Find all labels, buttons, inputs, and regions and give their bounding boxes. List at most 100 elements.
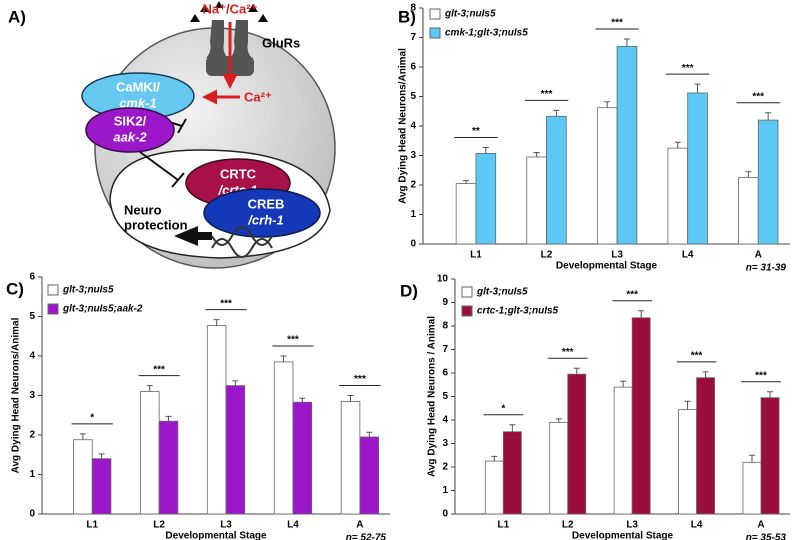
y-axis-title: Avg Dying Head Neurons / Animal <box>427 316 438 477</box>
panel-label: C) <box>6 279 24 298</box>
error-bar <box>347 395 354 402</box>
bar <box>549 421 569 515</box>
camk-name: CaMKI/ <box>116 79 160 94</box>
x-tick-label: L3 <box>220 520 232 531</box>
y-tick-label: 4 <box>410 121 416 132</box>
outcome-arrow <box>174 226 212 246</box>
bar <box>678 409 697 515</box>
bar <box>502 431 522 515</box>
error-bar <box>767 391 774 398</box>
bar <box>484 460 504 515</box>
error-bar <box>684 400 691 410</box>
error-bar <box>702 371 709 378</box>
error-bar <box>674 141 681 149</box>
channel <box>206 20 252 58</box>
note: n= 35-53 <box>746 533 787 540</box>
x-tick-label: L3 <box>626 520 638 531</box>
x-axis-title: Developmental Stage <box>165 531 267 540</box>
bar <box>158 420 179 515</box>
error-bar <box>745 171 752 178</box>
crtc-name: CRTC <box>220 166 257 181</box>
legend-label: glt-3;nuIs5 <box>476 287 528 298</box>
error-bar <box>533 152 540 157</box>
panel-label: D) <box>400 281 418 300</box>
error-bar <box>280 355 287 362</box>
error-bar <box>694 83 701 93</box>
legend-swatch <box>429 27 441 39</box>
bar <box>567 373 587 515</box>
x-tick-label: L2 <box>541 250 553 261</box>
bar <box>667 147 689 245</box>
creb-name: CREB <box>248 196 285 211</box>
bar <box>696 377 716 515</box>
legend-label: crtc-1;glt-3;nuIs5 <box>477 306 559 317</box>
y-axis-title: Avg Dying Head Neurons/Animal <box>398 48 409 204</box>
error-bar <box>638 310 645 318</box>
bar <box>757 119 779 245</box>
panel-label: A) <box>8 7 26 26</box>
x-axis-title: Developmental Stage <box>556 261 658 272</box>
error-bar <box>553 109 560 117</box>
significance-label: * <box>501 403 505 414</box>
y-tick-label: 8 <box>410 3 416 14</box>
error-bar <box>79 433 86 440</box>
significance-label: *** <box>562 347 574 358</box>
error-bar <box>299 397 306 403</box>
bar <box>526 156 547 245</box>
x-tick-label: A <box>757 520 764 531</box>
camk-gene: cmk-1 <box>119 95 157 110</box>
y-tick-label: 9 <box>442 297 448 308</box>
significance-label: * <box>90 412 94 423</box>
bar <box>225 385 246 515</box>
y-tick-label: 3 <box>442 438 448 449</box>
significance-label: *** <box>755 370 767 381</box>
error-bar <box>573 367 580 375</box>
significance-label: *** <box>220 298 232 309</box>
legend-swatch <box>461 286 473 298</box>
y-tick-label: 3 <box>29 390 35 401</box>
significance-label: ** <box>472 126 480 137</box>
error-bar <box>482 147 489 154</box>
bar <box>340 401 361 515</box>
y-tick-label: 4 <box>29 351 35 362</box>
legend-swatch <box>47 303 59 315</box>
bar <box>206 325 227 515</box>
x-tick-label: L3 <box>611 250 623 261</box>
x-tick-label: L2 <box>562 520 574 531</box>
y-tick-label: 5 <box>442 391 448 402</box>
legend-swatch <box>461 305 473 317</box>
x-tick-label: L1 <box>86 520 98 531</box>
y-axis-title: Avg Dying Head Neurons/Animal <box>11 317 22 473</box>
ions <box>190 1 268 22</box>
significance-label: *** <box>752 91 764 102</box>
creb-gene: /crh-1 <box>247 212 283 227</box>
x-tick-label: L4 <box>682 250 694 261</box>
legend-label: cmk-1;glt-3;nuIs5 <box>445 28 528 39</box>
outcome: Neuro <box>124 202 162 217</box>
y-tick-label: 2 <box>442 462 448 473</box>
legend-label: glt-3;nuIs5 <box>62 285 114 296</box>
significance-label: *** <box>287 335 299 346</box>
sik-name: SIK2/ <box>114 113 147 128</box>
y-tick-label: 5 <box>29 311 35 322</box>
y-tick-label: 10 <box>437 274 449 285</box>
x-tick-label: L2 <box>153 520 165 531</box>
significance-label: *** <box>354 374 366 385</box>
y-tick-label: 7 <box>442 344 448 355</box>
error-bar <box>623 38 630 47</box>
significance-label: *** <box>626 289 638 300</box>
y-tick-label: 3 <box>410 150 416 161</box>
legend-label: glt-3;nuIs5;aak-2 <box>62 304 143 315</box>
error-bar <box>509 424 516 432</box>
y-tick-label: 1 <box>410 209 416 220</box>
y-tick-label: 1 <box>29 469 35 480</box>
error-bar <box>748 454 755 463</box>
creb-node <box>203 188 321 238</box>
bar <box>139 391 160 515</box>
significance-label: *** <box>682 63 694 74</box>
error-bar <box>604 101 611 108</box>
y-tick-label: 0 <box>410 239 416 250</box>
bar <box>546 115 567 245</box>
y-tick-label: 5 <box>410 91 416 102</box>
